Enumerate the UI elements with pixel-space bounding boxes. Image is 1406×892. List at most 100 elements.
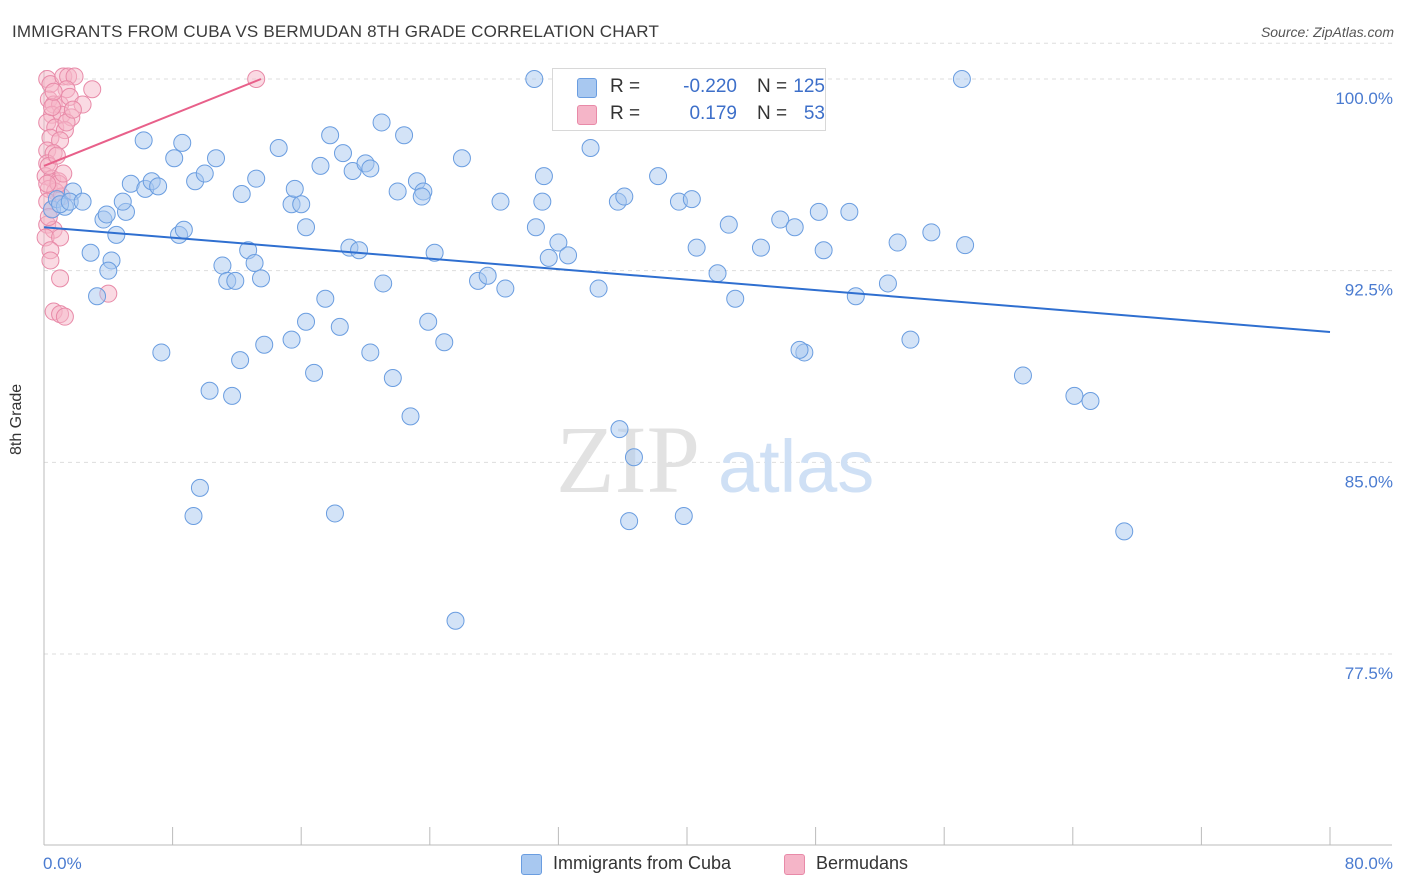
cuba-point [814,241,833,260]
cuba-point [200,381,219,400]
cuba-point [134,131,153,150]
cuba-point [107,225,126,244]
legend-r-label: R = [610,76,641,97]
cuba-point [1115,522,1134,541]
cuba-point [620,512,639,531]
cuba-point [1013,366,1032,385]
cuba-point [383,369,402,387]
cuba-point [372,113,391,132]
bermudans-point [83,80,102,99]
cuba-point [350,241,369,260]
cuba-point [525,70,544,88]
cuba-point [687,238,706,257]
cuba-point [952,70,971,88]
cuba-point [496,279,515,298]
bermudans-point [65,67,84,86]
cuba-point [113,192,132,211]
cuba-point [708,264,727,283]
cuba-point [269,139,288,157]
cuba-point [809,202,828,221]
bermudans-point [63,100,82,119]
cuba-point [1081,392,1100,410]
cuba-point [245,254,264,272]
trend-lines [43,78,1331,333]
cuba-point [232,185,251,203]
cuba-point [901,330,920,349]
cuba-point [149,177,168,196]
x-tick-label-max: 80.0% [1345,854,1393,873]
cuba-point [292,195,311,214]
cuba-point [325,504,344,523]
cuba-point [361,343,380,362]
cuba-point [589,279,608,298]
legend-r-value-cuba: -0.220 [683,76,737,97]
bottom-legend-swatch-bermudans [784,854,805,875]
cuba-point [285,179,304,198]
bermudans-point [55,307,74,326]
cuba-point [297,312,316,331]
cuba-point [73,192,92,211]
cuba-point [282,330,301,349]
cuba-point [412,187,431,206]
bermudans-trend-line [43,78,262,167]
cuba-point [81,243,100,262]
cuba-point [425,243,444,262]
cuba-point [719,215,738,234]
legend-r-label: R = [610,103,641,124]
chart-title: IMMIGRANTS FROM CUBA VS BERMUDAN 8TH GRA… [12,22,660,41]
cuba-point [97,205,116,224]
cuba-point [152,343,171,362]
cuba-point [435,333,454,352]
cuba-point [478,266,497,285]
cuba-point [184,507,203,525]
cuba-point [610,420,629,439]
cuba-point [549,233,568,252]
legend-swatch-cuba [577,78,597,98]
cuba-point [674,507,693,525]
cuba-point [581,139,600,157]
cuba-point [297,218,316,237]
cuba-point [333,144,352,163]
cuba-point [790,340,809,359]
cuba-point [785,218,804,237]
cuba-point [751,238,770,257]
legend-r-value-bermudans: 0.179 [689,103,737,124]
cuba-point [252,269,271,288]
cuba-point [726,289,745,308]
legend-n-value-bermudans: 53 [803,103,825,124]
legend-swatch-bermudans [577,105,597,125]
watermark-atlas: atlas [718,425,874,508]
legend-n-label: N = [757,76,788,97]
cuba-point [255,335,274,354]
gridlines [44,42,1392,655]
cuba-point [316,289,335,308]
legend-n-value-cuba: 125 [793,76,825,97]
cuba-point [878,274,897,293]
cuba-point [452,149,471,168]
cuba-point [88,287,107,306]
cuba-point [539,248,558,267]
cuba-point [840,202,859,221]
cuba-point [231,351,250,370]
cuba-point [321,126,340,145]
cuba-point [361,159,380,178]
source-credit: Source: ZipAtlas.com [1260,24,1394,40]
cuba-point [330,317,349,336]
cuba-point [846,287,865,306]
cuba-trend-line [43,226,1331,333]
y-tick-label: 92.5% [1345,281,1393,300]
cuba-point [922,223,941,242]
cuba-point [401,407,420,426]
cuba-point [311,156,330,175]
cuba-point [649,167,668,186]
cuba-point [207,149,226,168]
bermudans-point [54,164,73,183]
bermudans-point [44,82,63,101]
bottom-legend-swatch-cuba [521,854,542,875]
cuba-point [533,192,552,211]
bermudans-point [247,70,266,88]
cuba-point [395,126,414,145]
bottom-legend-label-bermudans: Bermudans [816,853,909,873]
bermudans-point [51,269,70,288]
cuba-point [771,210,790,229]
